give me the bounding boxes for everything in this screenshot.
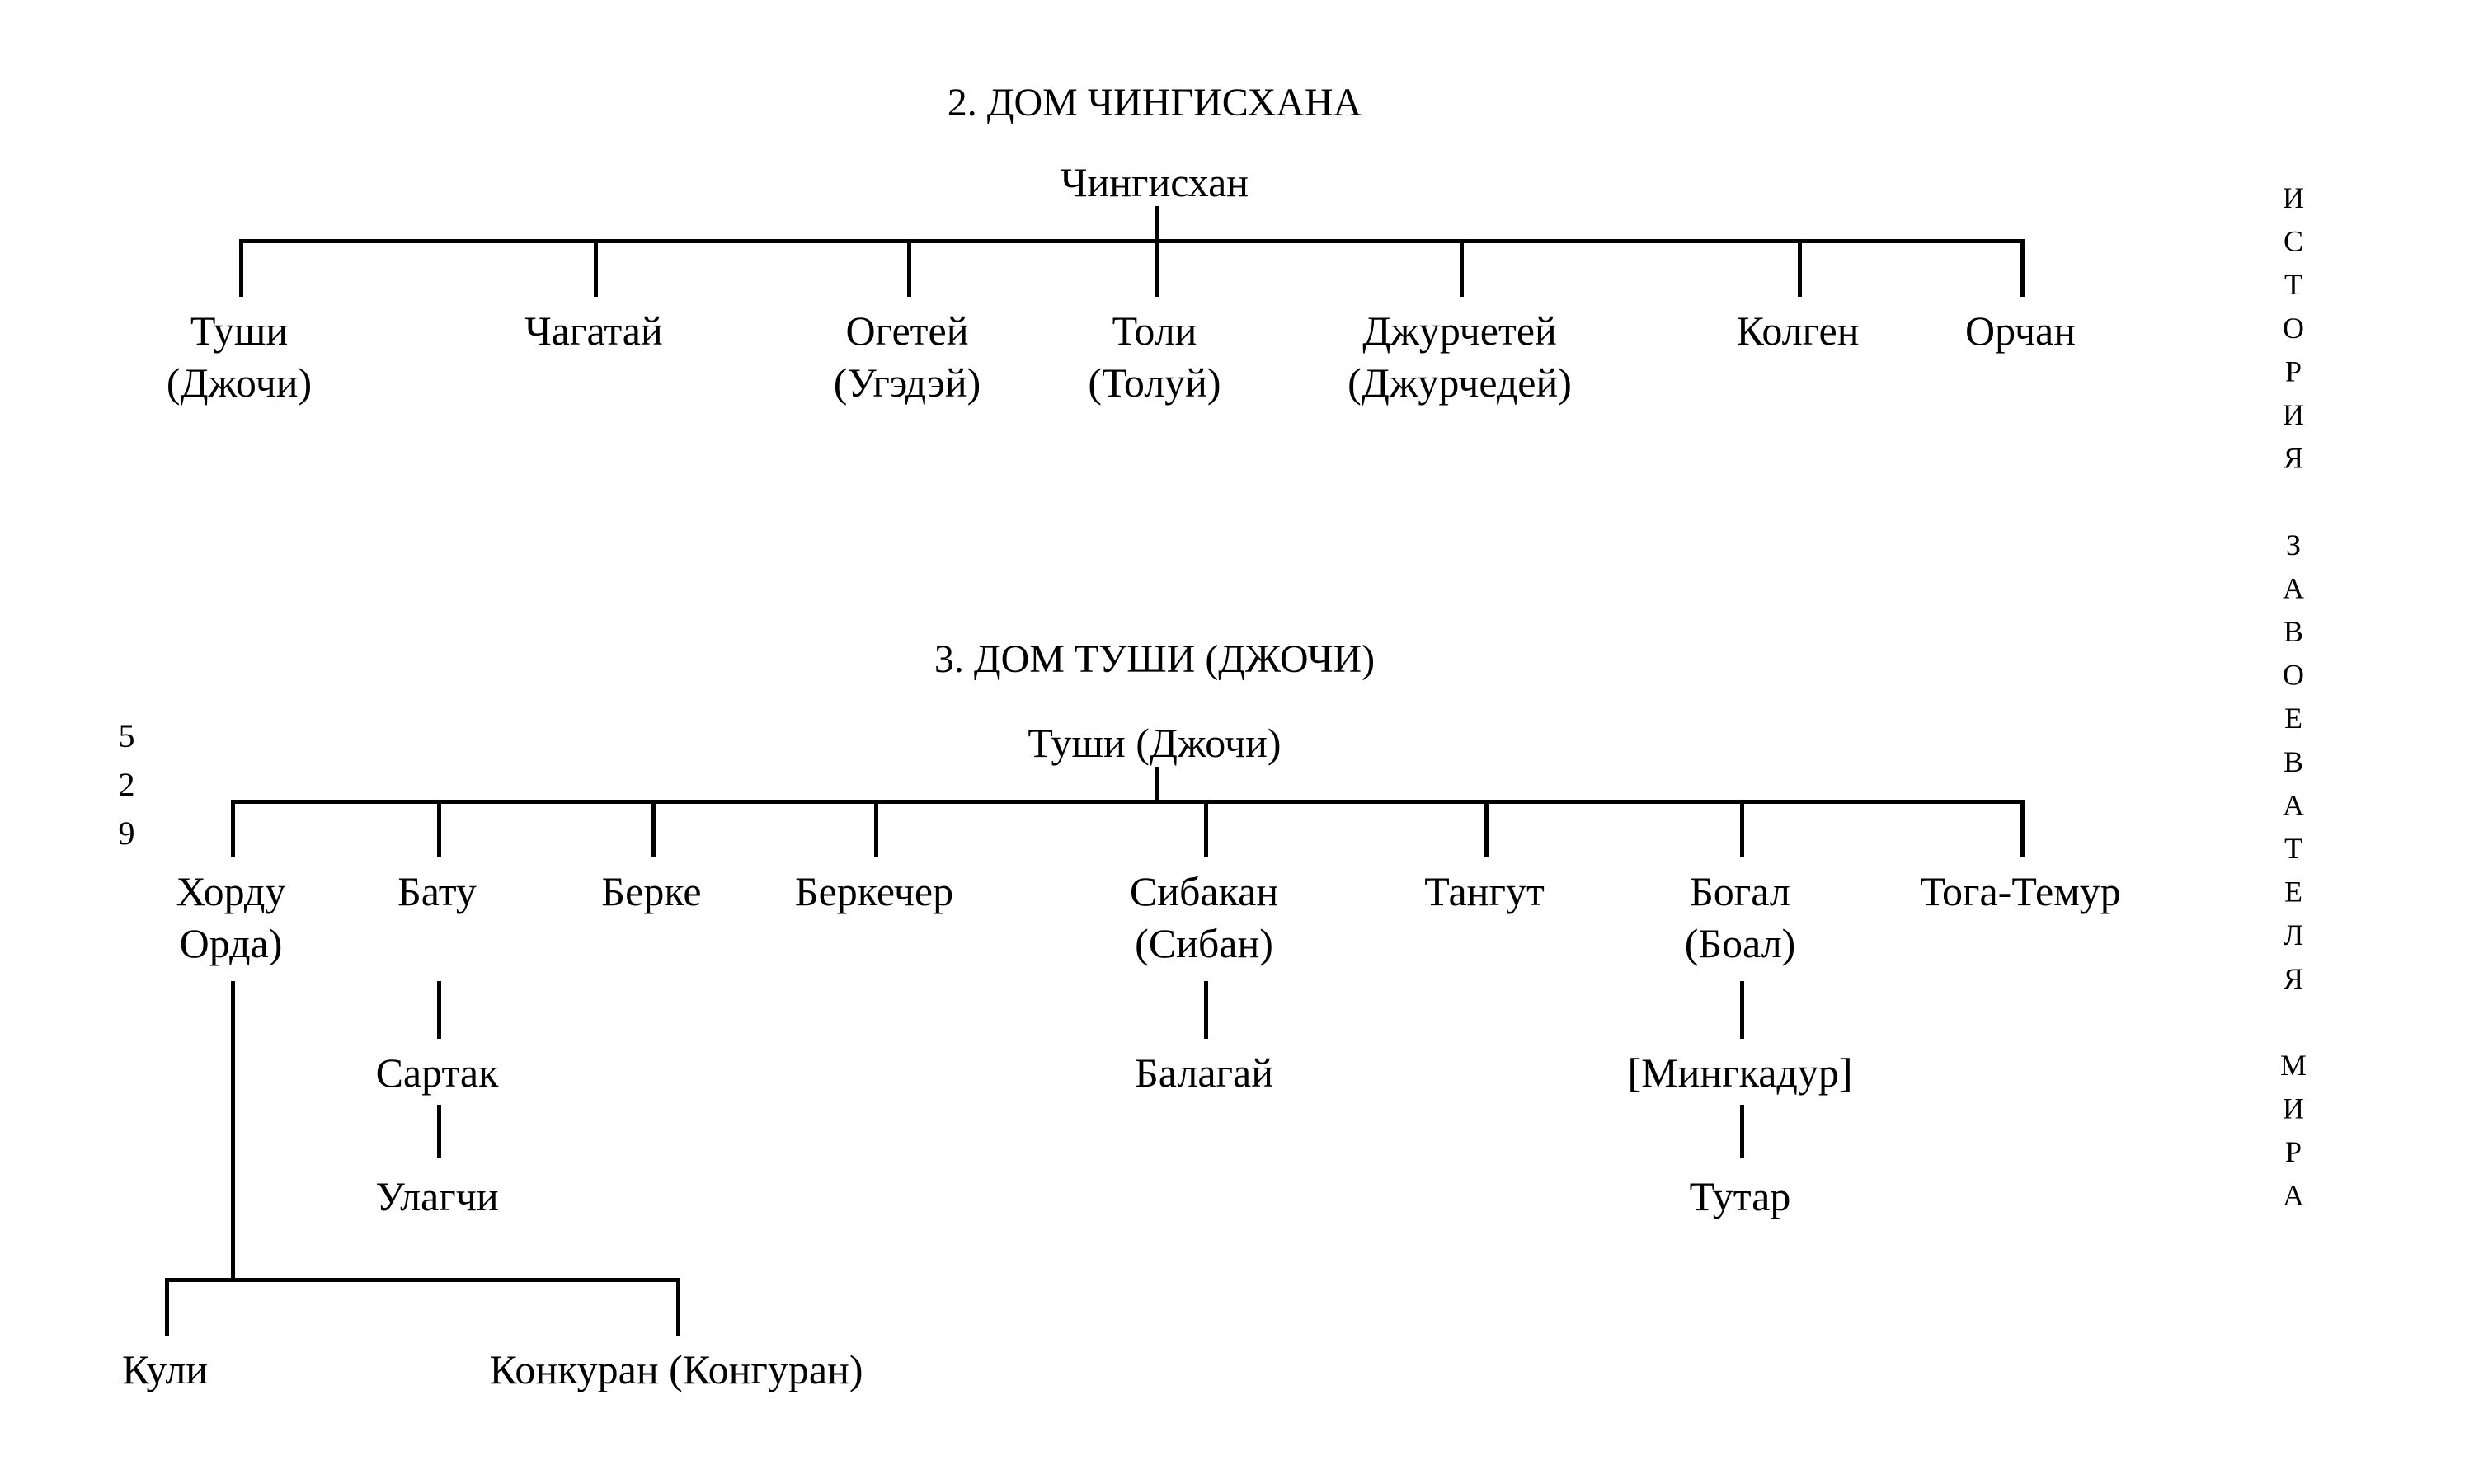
tree1-child-0: Туши (Джочи) [167,305,312,408]
tree1-title: 2. ДОМ ЧИНГИСХАНА [948,78,1362,128]
tree2-child-drop-3 [874,800,878,857]
tree1-child-drop-6 [2020,239,2025,297]
tree2-child-5: Тангут [1424,866,1545,918]
tree1-child-drop-3 [1155,239,1159,297]
tree1-child-5: Колген [1737,305,1860,357]
tree2-sibakan-drop [1204,981,1208,1039]
tree2-batu-child-0: Сартак [376,1047,499,1099]
tree2-child-drop-4 [1204,800,1208,857]
tree2-khordu-childdrop-0 [165,1278,169,1336]
tree2-bogal-child-0: [Мингкадур] [1628,1047,1853,1099]
tree2-child-3: Беркечер [795,866,953,918]
tree2-child-1: Бату [397,866,477,918]
tree2-root-drop [1155,767,1159,800]
tree2-child-drop-7 [2020,800,2025,857]
tree1-child-drop-2 [907,239,911,297]
tree2-child-2: Берке [601,866,701,918]
tree1-child-4: Джурчетей (Джурчедей) [1348,305,1572,408]
tree2-batu-drop1 [437,981,441,1039]
tree2-khordu-child-1: Конкуран (Конгуран) [489,1344,863,1396]
tree2-root: Туши (Джочи) [1028,717,1281,769]
tree2-bogal-child-1: Тутар [1690,1171,1791,1223]
tree2-child-drop-0 [231,800,235,857]
tree2-child-7: Тога-Темур [1920,866,2121,918]
tree2-child-4: Сибакан (Сибан) [1130,866,1278,969]
page-number: 529 [107,717,146,863]
tree2-title: 3. ДОМ ТУШИ (ДЖОЧИ) [934,635,1375,684]
tree2-bogal-drop2 [1740,1105,1744,1158]
tree1-child-drop-4 [1460,239,1464,297]
tree2-child-0: Хорду Орда) [176,866,286,969]
page: 2. ДОМ ЧИНГИСХАНА Чингисхан Туши (Джочи) Ча… [0,0,2474,1484]
tree1-child-6: Орчан [1965,305,2076,357]
tree2-khordu-child-0: Кули [122,1344,208,1396]
tree2-khordu-drop [231,981,235,1278]
tree1-child-1: Чагатай [524,305,663,357]
tree2-child-drop-6 [1740,800,1744,857]
tree2-sibakan-child-0: Балагай [1135,1047,1273,1099]
tree1-root: Чингисхан [1061,157,1249,209]
tree1-child-drop-5 [1798,239,1802,297]
tree1-child-drop-1 [594,239,598,297]
tree2-khordu-childdrop-1 [676,1278,680,1336]
tree1-root-drop [1155,206,1159,239]
tree1-child-3: Толи (Толуй) [1088,305,1221,408]
tree2-khordu-bar [165,1278,676,1282]
tree2-batu-drop2 [437,1105,441,1158]
tree2-child-drop-1 [437,800,441,857]
tree2-bar [231,800,2020,804]
tree1-bar [239,239,2020,243]
tree2-child-6: Богал (Боал) [1685,866,1796,969]
tree2-child-drop-5 [1484,800,1489,857]
tree1-child-drop-0 [239,239,243,297]
tree2-child-drop-2 [651,800,656,857]
tree1-child-2: Огетей (Угэдэй) [834,305,981,408]
tree2-batu-child-1: Улагчи [375,1171,498,1223]
tree2-bogal-drop1 [1740,981,1744,1039]
side-title: ИСТОРИЯ ЗАВОЕВАТЕЛЯ МИРА [2276,181,2311,1222]
